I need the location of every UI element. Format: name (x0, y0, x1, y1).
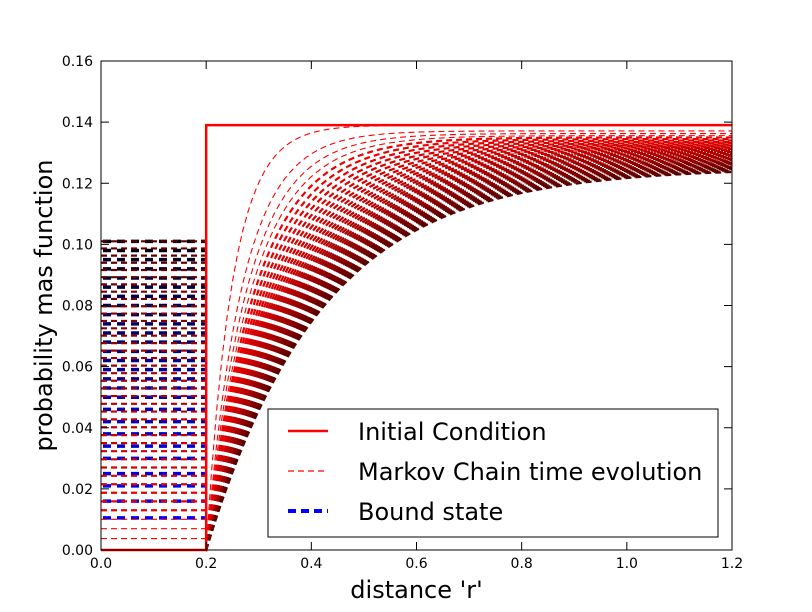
markov-evolution-curve (101, 150, 733, 552)
x-tick-label: 0.2 (195, 556, 217, 572)
markov-evolution-curve (101, 132, 732, 551)
y-tick-label: 0.02 (62, 482, 93, 498)
x-tick-label: 1.0 (616, 556, 638, 572)
y-tick-label: 0.10 (62, 237, 93, 253)
markov-evolution-curve (101, 170, 733, 552)
markov-evolution-curve (101, 166, 733, 552)
y-axis-label: probability mas function (30, 160, 58, 452)
y-tick-label: 0.16 (62, 54, 93, 70)
y-tick-label: 0.04 (62, 421, 93, 437)
y-tick-label: 0.06 (62, 360, 93, 376)
y-tick-label: 0.12 (62, 176, 93, 192)
markov-evolution-curve (101, 144, 733, 552)
legend-label-initial-condition: Initial Condition (358, 418, 547, 446)
markov-evolution-curve (101, 152, 733, 552)
markov-evolution-curve (101, 146, 733, 552)
markov-evolution-curve (101, 157, 733, 552)
x-tick-label: 0.4 (300, 556, 322, 572)
markov-evolution-curve (101, 164, 733, 552)
markov-evolution-curve (101, 160, 733, 552)
markov-evolution-curve (101, 149, 733, 552)
markov-evolution-curve (101, 159, 733, 552)
x-axis-label: distance 'r' (350, 576, 482, 604)
markov-evolution-curve (101, 161, 733, 552)
markov-evolution-curve (101, 156, 733, 552)
y-tick-label: 0.14 (62, 115, 93, 131)
markov-evolution-curve (101, 135, 732, 551)
markov-evolution-curve (101, 165, 733, 552)
markov-evolution-curve (101, 145, 733, 552)
y-tick-label: 0.00 (62, 543, 93, 559)
x-tick-label: 0.6 (405, 556, 427, 572)
markov-evolution-curve (101, 148, 733, 552)
y-tick-label: 0.08 (62, 299, 93, 315)
legend-box (267, 408, 719, 538)
markov-evolution-curve (101, 137, 733, 552)
markov-evolution-curve (101, 140, 732, 552)
legend-label-bound-state: Bound state (358, 498, 503, 526)
legend-label-markov-chain: Markov Chain time evolution (358, 458, 702, 486)
markov-evolution-layer (101, 124, 733, 552)
markov-evolution-curve (101, 169, 733, 552)
markov-evolution-curve (101, 165, 733, 552)
markov-evolution-curve (101, 136, 732, 552)
markov-evolution-curve (101, 142, 732, 552)
markov-evolution-curve (101, 147, 733, 552)
x-tick-label: 1.2 (721, 556, 743, 572)
markov-evolution-curve (101, 130, 732, 551)
x-tick-label: 0.8 (511, 556, 533, 572)
markov-evolution-curve (101, 143, 733, 552)
axis-ticks: 0.0 0.2 0.4 0.6 0.8 1.0 1.2 0.00 0.02 0.04 0.06 0.0… (62, 54, 743, 572)
bound-state-layer (103, 239, 206, 520)
legend: Initial Condition Markov Chain time evol… (267, 408, 719, 538)
markov-evolution-curve (101, 153, 733, 552)
markov-evolution-curve (101, 139, 732, 552)
x-tick-label: 0.0 (90, 556, 112, 572)
